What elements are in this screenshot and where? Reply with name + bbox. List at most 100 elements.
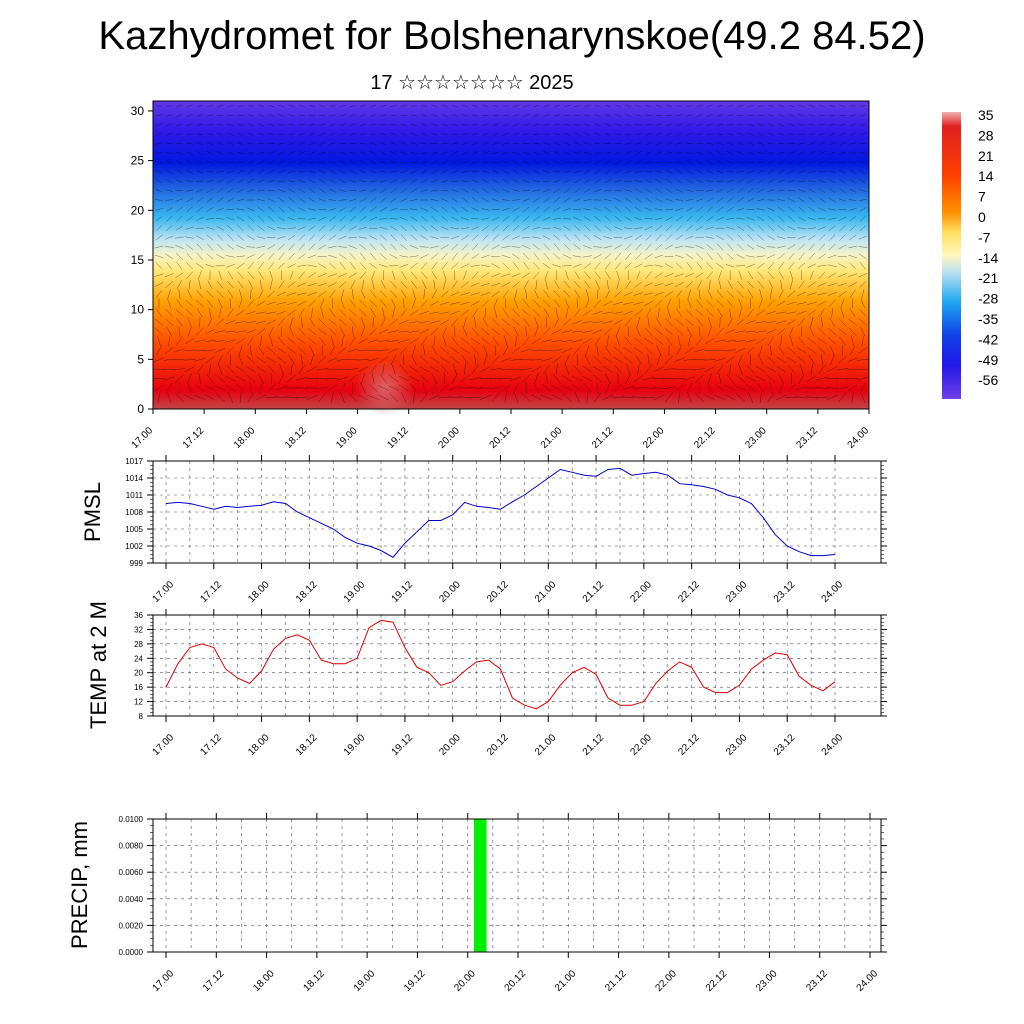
precip-y-tick-label: 0.0020 (119, 921, 144, 930)
temperature-panel: 8 12 16 20 24 28 32 36 17.00 17.12 18.00 18.12 19.0… (86, 601, 887, 758)
heatmap-y-tick-label: 15 (131, 253, 145, 267)
colorbar-label: -28 (978, 291, 998, 307)
precipitation-y-axis: 0.0000 0.0020 0.0040 0.0060 0.0080 0.0100 (119, 815, 887, 957)
precip-x-tick-label: 19.12 (402, 968, 428, 994)
heatmap-x-tick-label: 22.12 (692, 425, 718, 451)
precip-x-tick-label: 19.00 (352, 968, 378, 994)
pmsl-x-tick-label: 17.12 (198, 579, 224, 605)
temp-y-tick-label: 24 (134, 654, 143, 663)
temp-x-tick-label: 19.12 (390, 732, 416, 758)
precip-x-tick-label: 24.00 (855, 968, 881, 994)
temp-x-tick-label: 22.12 (676, 732, 702, 758)
pmsl-y-tick-label: 1011 (126, 491, 144, 500)
pmsl-y-tick-label: 1002 (125, 542, 143, 551)
page-title: Kazhydromet for Bolshenarynskoe(49.2 84.… (98, 14, 926, 58)
heatmap-y-tick-label: 5 (137, 352, 144, 366)
heatmap-x-tick-label: 17.12 (181, 425, 207, 451)
heatmap-x-tick-label: 18.00 (232, 425, 258, 451)
pmsl-x-tick-label: 19.12 (390, 579, 416, 605)
pmsl-y-axis: 999 1002 1005 1008 1011 1014 1017 (125, 457, 887, 568)
precip-y-tick-label: 0.0100 (119, 815, 144, 824)
precip-x-tick-label: 23.12 (804, 968, 830, 994)
precip-x-tick-label: 18.12 (302, 968, 328, 994)
temp-x-tick-label: 17.00 (151, 732, 177, 758)
pmsl-y-tick-label: 1005 (125, 525, 143, 534)
precipitation-bar (474, 819, 487, 952)
cross-section-heatmap: 0 5 10 15 20 25 30 17.00 17.12 18.00 18.12 19.00 19… (130, 100, 872, 451)
colorbar-label: 35 (978, 107, 994, 123)
pmsl-grid (153, 461, 881, 563)
temp-x-tick-label: 22.00 (629, 732, 655, 758)
temp-x-tick-label: 23.12 (772, 732, 798, 758)
precip-x-tick-label: 22.12 (704, 968, 730, 994)
heatmap-y-tick-label: 20 (131, 203, 145, 217)
precip-x-tick-label: 18.00 (251, 968, 277, 994)
temp-x-tick-label: 23.00 (724, 732, 750, 758)
pmsl-x-tick-label: 18.00 (246, 579, 272, 605)
pmsl-y-tick-label: 999 (130, 559, 144, 568)
heatmap-y-axis: 0 5 10 15 20 25 30 (131, 104, 153, 416)
precip-y-tick-label: 0.0080 (119, 842, 144, 851)
temperature-y-axis: 8 12 16 20 24 28 32 36 (134, 611, 887, 721)
pmsl-x-tick-label: 17.00 (151, 579, 177, 605)
precipitation-x-axis: 17.00 17.12 18.00 18.12 19.00 19.12 20.00 20.12… (151, 813, 881, 994)
heatmap-x-tick-label: 22.00 (641, 425, 667, 451)
temp-x-tick-label: 21.12 (581, 732, 607, 758)
precip-y-tick-label: 0.0040 (119, 895, 144, 904)
colorbar-label: 0 (978, 209, 986, 225)
temp-x-tick-label: 20.00 (437, 732, 463, 758)
colorbar-label: 14 (978, 168, 994, 184)
precipitation-bars (474, 819, 487, 952)
temp-y-tick-label: 16 (134, 683, 143, 692)
precip-x-tick-label: 22.00 (654, 968, 680, 994)
heatmap-x-tick-label: 24.00 (846, 425, 872, 451)
heatmap-x-tick-label: 20.00 (437, 425, 463, 451)
precip-x-tick-label: 17.12 (201, 968, 227, 994)
pmsl-y-tick-label: 1008 (125, 508, 143, 517)
precip-x-tick-label: 21.12 (603, 968, 629, 994)
heatmap-x-tick-label: 17.00 (130, 425, 156, 451)
wind-vectors (153, 104, 869, 404)
precip-x-tick-label: 20.00 (452, 968, 478, 994)
colorbar-label: 7 (978, 189, 986, 205)
temperature-series-line (165, 619, 836, 710)
pmsl-x-tick-label: 20.12 (485, 579, 511, 605)
temp-x-tick-label: 20.12 (485, 732, 511, 758)
pmsl-x-axis: 17.00 17.12 18.00 18.12 19.00 19.12 20.00 20.12… (151, 455, 845, 605)
heatmap-x-tick-label: 21.00 (539, 425, 565, 451)
temperature-ylabel: TEMP at 2 M (86, 601, 111, 729)
page-subtitle: 17 ☆☆☆☆☆☆☆ 2025 (370, 72, 574, 94)
precipitation-panel: 0.0000 0.0020 0.0040 0.0060 0.0080 0.0100 17.… (67, 813, 887, 994)
colorbar-label: -7 (978, 229, 991, 245)
precip-y-tick-label: 0.0000 (119, 948, 144, 957)
temp-y-tick-label: 36 (134, 611, 143, 620)
temp-x-tick-label: 17.12 (198, 732, 224, 758)
temp-x-tick-label: 19.00 (342, 732, 368, 758)
precip-x-tick-label: 21.00 (553, 968, 579, 994)
temperature-grid (153, 615, 881, 716)
heatmap-y-tick-label: 0 (137, 402, 144, 416)
pmsl-x-tick-label: 23.12 (772, 579, 798, 605)
precip-y-tick-label: 0.0060 (119, 868, 144, 877)
precipitation-grid (153, 819, 881, 952)
precipitation-frame (152, 818, 882, 953)
temp-y-tick-label: 12 (134, 698, 143, 707)
pmsl-x-tick-label: 18.12 (294, 579, 320, 605)
heatmap-y-tick-label: 25 (131, 154, 145, 168)
pmsl-x-tick-label: 22.12 (676, 579, 702, 605)
precip-x-tick-label: 20.12 (503, 968, 529, 994)
colorbar-gradient (942, 112, 961, 399)
pmsl-x-tick-label: 21.00 (533, 579, 559, 605)
pmsl-x-tick-label: 22.00 (629, 579, 655, 605)
heatmap-x-tick-label: 23.00 (743, 425, 769, 451)
heatmap-y-tick-label: 30 (131, 104, 145, 118)
colorbar-label: -14 (978, 250, 998, 266)
colorbar-label: -49 (978, 352, 998, 368)
temp-y-tick-label: 32 (134, 625, 143, 634)
heatmap-x-tick-label: 18.12 (283, 425, 309, 451)
heatmap-field (153, 101, 869, 409)
pmsl-y-tick-label: 1017 (125, 457, 143, 466)
pmsl-x-tick-label: 19.00 (342, 579, 368, 605)
wind-vector-field (153, 104, 869, 404)
